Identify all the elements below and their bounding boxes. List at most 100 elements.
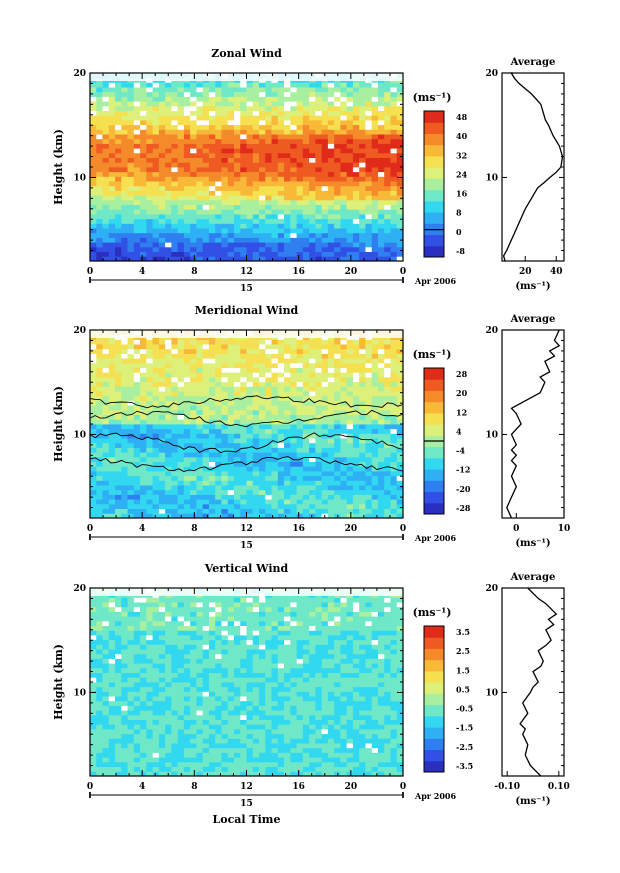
heatmap-cell [233,499,241,505]
heatmap-cell [115,471,122,477]
heatmap-cell [152,353,160,359]
heatmap-cell [259,120,266,126]
heatmap-cell [96,124,103,130]
heatmap-cell [227,138,235,144]
heatmap-cell [140,475,147,481]
heatmap-cell [352,428,360,434]
heatmap-cell [365,344,373,350]
heatmap-cell [127,424,135,430]
heatmap-cell [334,438,341,444]
heatmap-cell [240,82,247,88]
heatmap-cell [240,752,247,758]
heatmap-cell [359,471,366,477]
heatmap-cell [227,761,235,767]
heatmap-cell [309,162,316,168]
heatmap-cell [309,489,316,495]
heatmap-cell [190,414,197,420]
heatmap-cell [233,771,241,777]
heatmap-cell [390,414,398,420]
heatmap-cell [227,489,235,495]
heatmap-cell [246,419,254,425]
heatmap-cell [102,513,110,519]
heatmap-cell [152,110,160,116]
heatmap-cell [102,181,110,187]
heatmap-cell [371,381,379,387]
heatmap-cell [277,190,285,196]
heatmap-cell [309,157,316,163]
heatmap-cell [365,424,373,430]
heatmap-cell [296,424,304,430]
heatmap-cell [121,503,128,509]
heatmap-cell [265,162,272,168]
heatmap-cell [208,353,216,359]
heatmap-cell [315,246,323,252]
heatmap-cell [233,251,241,257]
heatmap-cell [146,152,153,158]
heatmap-cell [284,747,291,753]
heatmap-cell [352,362,360,368]
heatmap-cell [302,456,310,462]
heatmap-cell [215,419,222,425]
heatmap-cell [309,475,316,481]
heatmap-cell [221,101,229,107]
heatmap-cell [346,724,354,730]
heatmap-cell [390,87,398,93]
heatmap-cell [146,433,153,439]
heatmap-cell [108,171,116,177]
heatmap-cell [359,372,366,378]
heatmap-cell [158,386,166,392]
heatmap-cell [90,499,97,505]
heatmap-cell [240,91,247,97]
heatmap-cell [290,461,297,467]
x-tick-label: 12 [240,267,253,277]
heatmap-cell [246,129,254,135]
heatmap-cell [309,372,316,378]
heatmap-cell [215,475,222,481]
heatmap-cell [302,714,310,720]
heatmap-cell [140,405,147,411]
heatmap-cell [321,424,329,430]
heatmap-cell [115,438,122,444]
heatmap-cell [396,251,404,257]
heatmap-cell [240,433,247,439]
heatmap-cell [259,348,266,354]
heatmap-cell [215,209,222,215]
heatmap-cell [133,771,141,777]
heatmap-cell [271,120,279,126]
heatmap-cell [271,513,279,519]
heatmap-cell [96,395,103,401]
heatmap-cell [334,362,341,368]
heatmap-cell [115,358,122,364]
heatmap-cell [208,218,216,224]
heatmap-cell [221,367,229,373]
heatmap-cell [265,152,272,158]
heatmap-cell [271,752,279,758]
heatmap-cell [290,367,297,373]
heatmap-cell [334,82,341,88]
heatmap-cell [302,372,310,378]
heatmap-cell [140,181,147,187]
heatmap-cell [140,761,147,767]
heatmap-cell [327,143,335,149]
heatmap-cell [202,752,210,758]
heatmap-cell [259,110,266,116]
heatmap-cell [165,120,172,126]
heatmap-cell [190,419,197,425]
heatmap-cell [340,134,348,140]
heatmap-cell [309,251,316,257]
heatmap-cell [315,503,323,509]
heatmap-cell [215,424,222,430]
heatmap-cell [177,377,185,383]
heatmap-cell [390,428,398,434]
heatmap-cell [284,199,291,205]
heatmap-cell [108,209,116,215]
heatmap-cell [102,199,110,205]
heatmap-cell [246,167,254,173]
heatmap-cell [196,391,204,397]
heatmap-cell [196,101,204,107]
heatmap-cell [115,409,122,415]
x-tick-label: 8 [191,524,197,534]
heatmap-cell [252,733,260,739]
heatmap-cell [252,124,260,130]
heatmap-cell [208,242,216,248]
